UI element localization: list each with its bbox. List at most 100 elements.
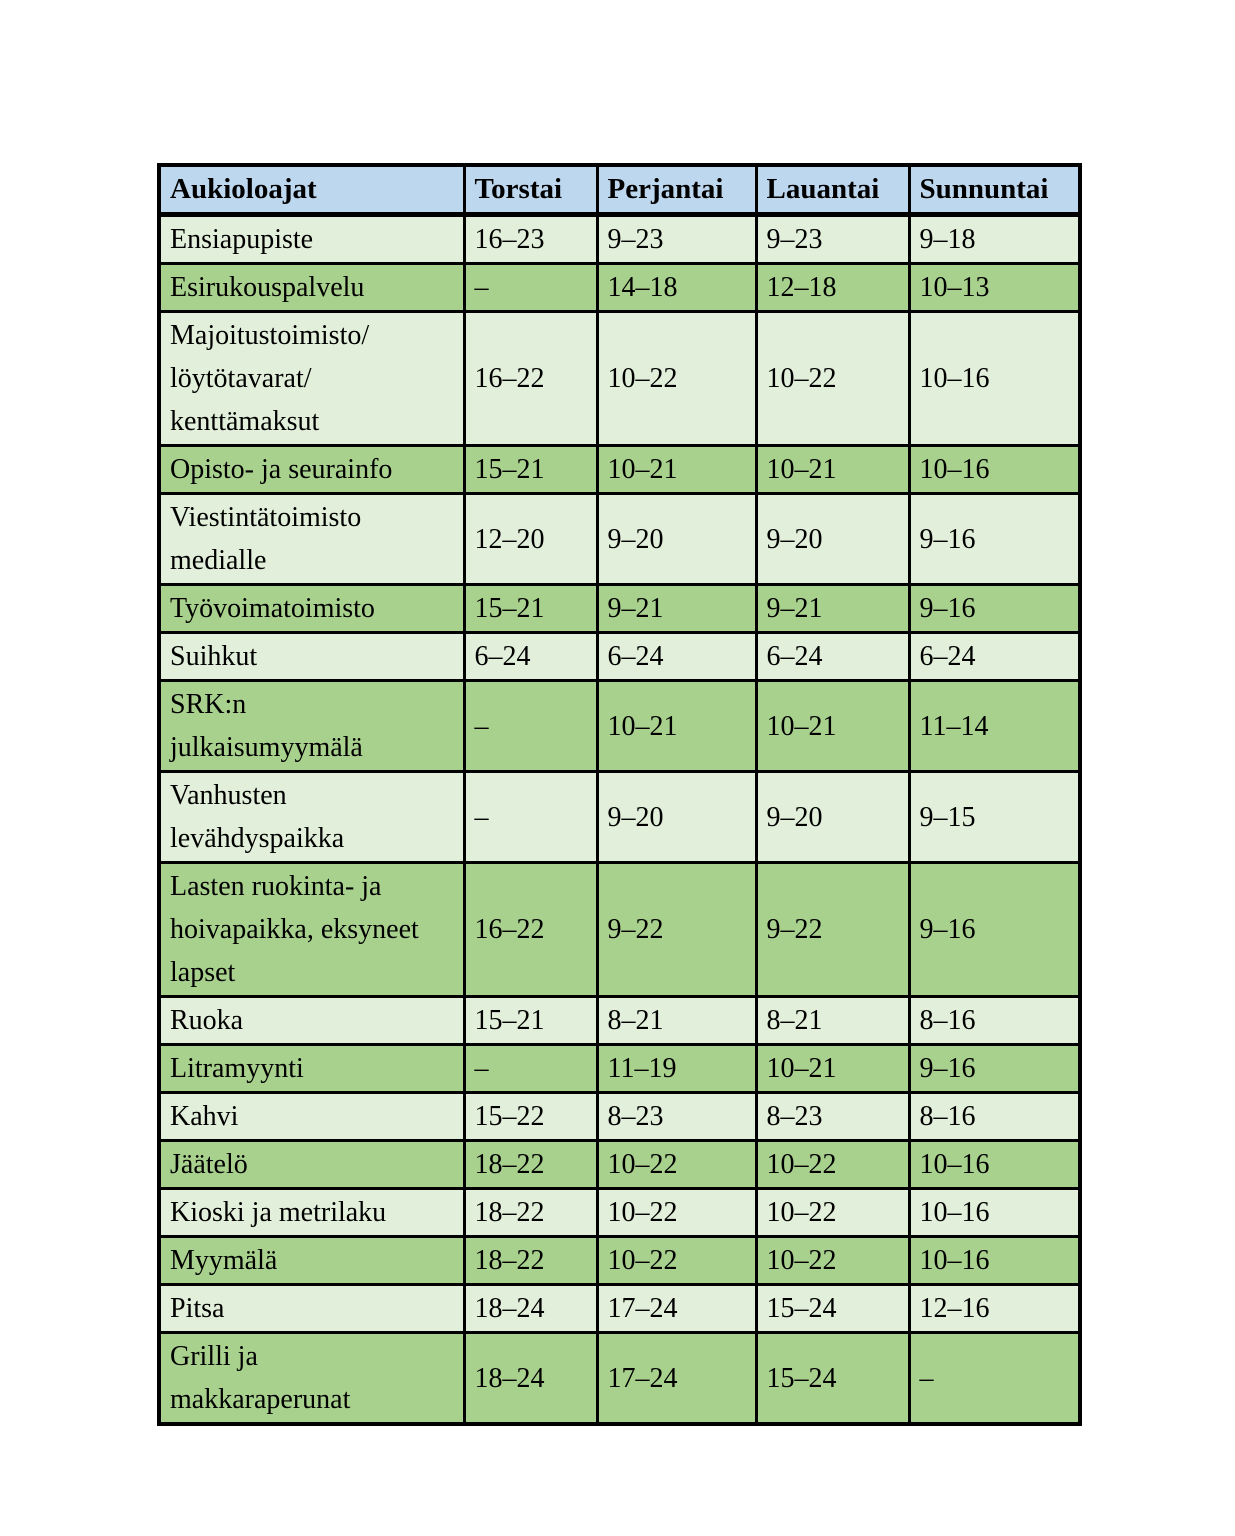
hours-cell-torstai: 15–21: [462, 444, 599, 495]
hours-cell-torstai: –: [462, 770, 599, 864]
hours-cell-sunnuntai: 9–15: [907, 770, 1082, 864]
table-row: Viestintätoimisto medialle 12–20 9–20 9–…: [157, 492, 1082, 586]
hours-cell-perjantai: 10–22: [595, 1187, 758, 1238]
table-row: Suihkut 6–24 6–24 6–24 6–24: [157, 631, 1082, 682]
hours-cell-lauantai: 10–21: [754, 679, 911, 773]
service-cell: Kahvi: [157, 1091, 466, 1142]
service-cell: Myymälä: [157, 1235, 466, 1286]
table-row: Myymälä 18–22 10–22 10–22 10–16: [157, 1235, 1082, 1286]
table-header-row: Aukioloajat Torstai Perjantai Lauantai S…: [157, 163, 1082, 217]
header-thursday: Torstai: [462, 163, 599, 217]
hours-cell-sunnuntai: 6–24: [907, 631, 1082, 682]
hours-cell-torstai: –: [462, 1043, 599, 1094]
service-cell: Lasten ruokinta- ja hoivapaikka, eksynee…: [157, 861, 466, 998]
service-cell: Ruoka: [157, 995, 466, 1046]
table-row: Työvoimatoimisto 15–21 9–21 9–21 9–16: [157, 583, 1082, 634]
service-cell: Viestintätoimisto medialle: [157, 492, 466, 586]
service-cell: Esirukouspalvelu: [157, 262, 466, 313]
hours-cell-lauantai: 15–24: [754, 1331, 911, 1426]
table-row: Jäätelö 18–22 10–22 10–22 10–16: [157, 1139, 1082, 1190]
hours-cell-perjantai: 17–24: [595, 1331, 758, 1426]
service-cell: Jäätelö: [157, 1139, 466, 1190]
table-row: Ensiapupiste 16–23 9–23 9–23 9–18: [157, 213, 1082, 265]
hours-cell-lauantai: 9–21: [754, 583, 911, 634]
service-cell: Työvoimatoimisto: [157, 583, 466, 634]
hours-cell-sunnuntai: 9–16: [907, 861, 1082, 998]
hours-cell-torstai: 16–22: [462, 310, 599, 447]
hours-cell-perjantai: 9–23: [595, 213, 758, 265]
hours-cell-lauantai: 10–22: [754, 310, 911, 447]
hours-cell-torstai: 12–20: [462, 492, 599, 586]
hours-cell-lauantai: 9–20: [754, 770, 911, 864]
hours-cell-lauantai: 10–21: [754, 1043, 911, 1094]
hours-cell-perjantai: 10–22: [595, 310, 758, 447]
hours-cell-torstai: 16–23: [462, 213, 599, 265]
hours-cell-perjantai: 9–22: [595, 861, 758, 998]
hours-cell-sunnuntai: 10–16: [907, 310, 1082, 447]
table-row: Majoitustoimisto/ löytötavarat/ kenttäma…: [157, 310, 1082, 447]
hours-cell-sunnuntai: 11–14: [907, 679, 1082, 773]
service-cell: SRK:n julkaisumyymälä: [157, 679, 466, 773]
hours-cell-sunnuntai: 10–16: [907, 1187, 1082, 1238]
service-cell: Pitsa: [157, 1283, 466, 1334]
hours-cell-torstai: 15–22: [462, 1091, 599, 1142]
hours-cell-torstai: 18–24: [462, 1283, 599, 1334]
hours-cell-sunnuntai: 10–16: [907, 444, 1082, 495]
hours-cell-perjantai: 11–19: [595, 1043, 758, 1094]
hours-cell-torstai: –: [462, 679, 599, 773]
hours-cell-lauantai: 6–24: [754, 631, 911, 682]
hours-cell-lauantai: 10–21: [754, 444, 911, 495]
hours-cell-perjantai: 10–21: [595, 679, 758, 773]
hours-cell-torstai: 18–22: [462, 1235, 599, 1286]
hours-cell-lauantai: 8–23: [754, 1091, 911, 1142]
table-row: Opisto- ja seurainfo 15–21 10–21 10–21 1…: [157, 444, 1082, 495]
hours-cell-lauantai: 9–23: [754, 213, 911, 265]
hours-cell-lauantai: 8–21: [754, 995, 911, 1046]
service-cell: Kioski ja metrilaku: [157, 1187, 466, 1238]
hours-cell-perjantai: 17–24: [595, 1283, 758, 1334]
service-cell: Suihkut: [157, 631, 466, 682]
hours-cell-perjantai: 8–23: [595, 1091, 758, 1142]
hours-cell-sunnuntai: 9–16: [907, 1043, 1082, 1094]
hours-cell-sunnuntai: 8–16: [907, 1091, 1082, 1142]
hours-cell-torstai: 15–21: [462, 995, 599, 1046]
table-row: Grilli ja makkaraperunat 18–24 17–24 15–…: [157, 1331, 1082, 1426]
hours-cell-sunnuntai: 12–16: [907, 1283, 1082, 1334]
opening-hours-table: Aukioloajat Torstai Perjantai Lauantai S…: [157, 163, 1082, 1426]
hours-cell-perjantai: 10–22: [595, 1139, 758, 1190]
table-row: Ruoka 15–21 8–21 8–21 8–16: [157, 995, 1082, 1046]
table-row: Lasten ruokinta- ja hoivapaikka, eksynee…: [157, 861, 1082, 998]
header-row: Aukioloajat Torstai Perjantai Lauantai S…: [157, 163, 1082, 217]
hours-cell-sunnuntai: –: [907, 1331, 1082, 1426]
hours-cell-sunnuntai: 9–18: [907, 213, 1082, 265]
service-cell: Grilli ja makkaraperunat: [157, 1331, 466, 1426]
hours-cell-lauantai: 10–22: [754, 1139, 911, 1190]
hours-cell-torstai: 18–22: [462, 1139, 599, 1190]
service-cell: Litramyynti: [157, 1043, 466, 1094]
table-row: Vanhusten levähdyspaikka – 9–20 9–20 9–1…: [157, 770, 1082, 864]
hours-cell-perjantai: 10–22: [595, 1235, 758, 1286]
hours-cell-torstai: 6–24: [462, 631, 599, 682]
hours-cell-sunnuntai: 9–16: [907, 492, 1082, 586]
service-cell: Opisto- ja seurainfo: [157, 444, 466, 495]
table-row: Litramyynti – 11–19 10–21 9–16: [157, 1043, 1082, 1094]
hours-cell-perjantai: 14–18: [595, 262, 758, 313]
hours-cell-lauantai: 15–24: [754, 1283, 911, 1334]
hours-cell-sunnuntai: 10–13: [907, 262, 1082, 313]
hours-cell-perjantai: 9–21: [595, 583, 758, 634]
hours-cell-lauantai: 10–22: [754, 1187, 911, 1238]
table-row: Kahvi 15–22 8–23 8–23 8–16: [157, 1091, 1082, 1142]
table-row: Pitsa 18–24 17–24 15–24 12–16: [157, 1283, 1082, 1334]
header-service: Aukioloajat: [157, 163, 466, 217]
hours-cell-lauantai: 9–20: [754, 492, 911, 586]
hours-cell-torstai: 16–22: [462, 861, 599, 998]
hours-cell-perjantai: 8–21: [595, 995, 758, 1046]
service-cell: Vanhusten levähdyspaikka: [157, 770, 466, 864]
hours-cell-perjantai: 9–20: [595, 770, 758, 864]
hours-cell-perjantai: 6–24: [595, 631, 758, 682]
hours-cell-perjantai: 9–20: [595, 492, 758, 586]
hours-cell-sunnuntai: 9–16: [907, 583, 1082, 634]
header-saturday: Lauantai: [754, 163, 911, 217]
table-row: Esirukouspalvelu – 14–18 12–18 10–13: [157, 262, 1082, 313]
hours-cell-torstai: 18–22: [462, 1187, 599, 1238]
